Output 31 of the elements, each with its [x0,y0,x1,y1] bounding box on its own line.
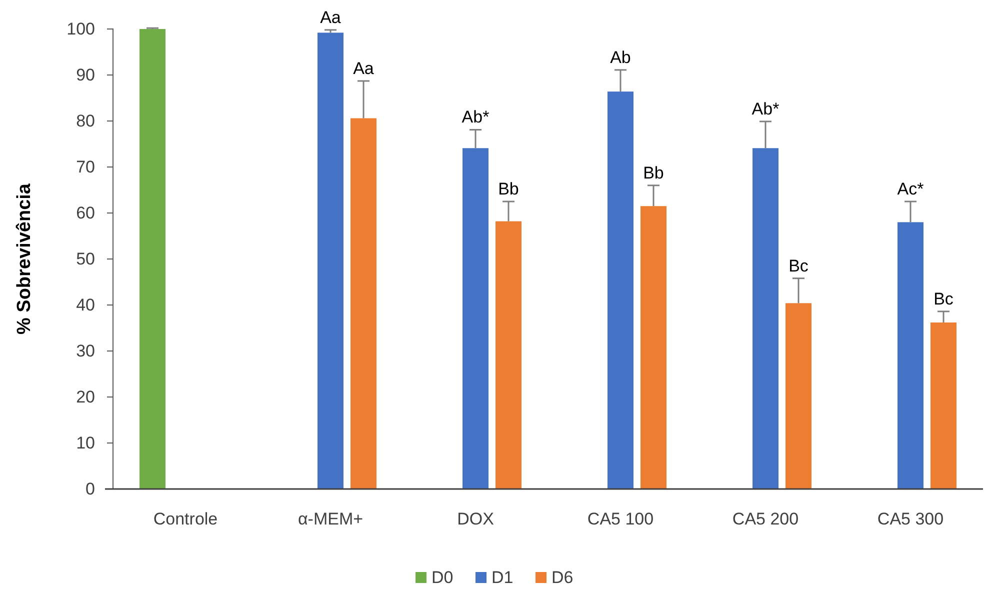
y-tick-label: 30 [76,341,95,360]
data-label: Bb [498,180,519,198]
y-tick-label: 90 [76,65,95,84]
y-tick-label: 0 [86,479,95,498]
x-tick-label: CA5 300 [877,509,944,528]
legend-label: D1 [492,568,514,587]
x-tick-label: Controle [153,509,218,528]
y-axis-title: % Sobrevivência [14,183,35,335]
data-label: Aa [320,8,342,27]
y-tick-label: 100 [66,19,95,38]
y-tick-label: 70 [76,157,95,176]
data-label: Ac* [897,180,924,198]
x-tick-label: DOX [457,509,494,528]
y-tick-label: 20 [76,387,95,406]
x-tick-label: CA5 100 [587,509,654,528]
x-tick-label: α-MEM+ [298,509,364,528]
data-label: Bc [934,289,954,308]
data-label: Ab* [752,99,780,118]
y-tick-label: 50 [76,249,95,268]
y-tick-label: 40 [76,295,95,314]
data-label: Ab* [462,108,490,127]
data-label: Aa [353,58,374,78]
x-tick-label: CA5 200 [732,509,799,528]
data-label: Bb [643,163,664,182]
y-tick-label: 80 [76,111,95,130]
y-tick-label: 10 [76,433,95,452]
data-label: Ab [610,48,631,67]
data-label: Bc [788,256,809,276]
legend-label: D0 [432,568,454,587]
legend-label: D6 [552,568,574,587]
y-tick-label: 60 [76,203,95,222]
